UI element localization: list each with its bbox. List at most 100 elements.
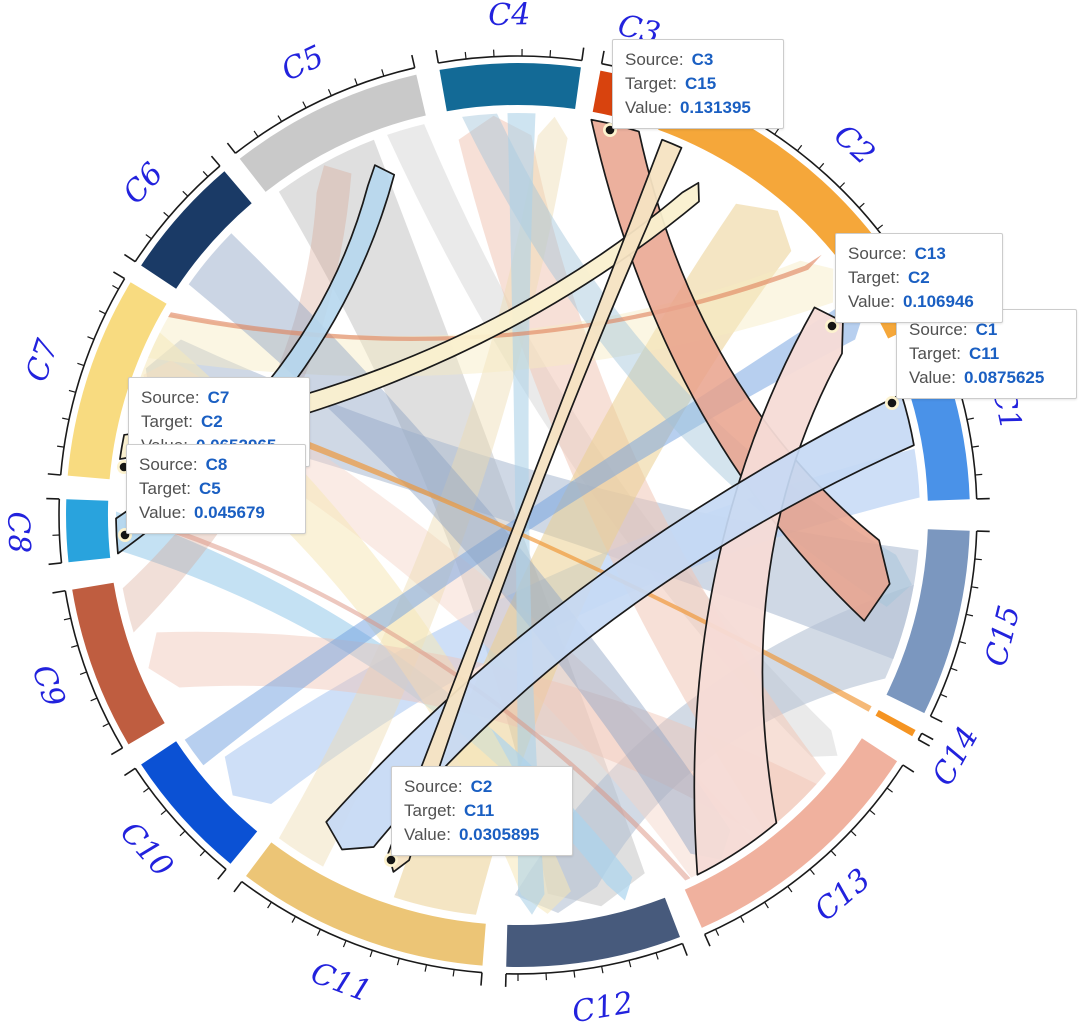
axis-minor-tick — [750, 113, 756, 120]
chord-C13-C9[interactable] — [148, 631, 817, 837]
arc-segment-C4[interactable] — [439, 63, 581, 112]
chord-C9-C5[interactable] — [122, 165, 352, 633]
axis-minor-tick — [839, 182, 846, 189]
chord-C8-C12[interactable] — [115, 511, 633, 901]
axis-minor-tick — [277, 115, 283, 122]
axis-arc-C11 — [241, 880, 483, 974]
arc-segment-C10[interactable] — [141, 741, 258, 864]
axis-minor-tick — [381, 69, 385, 77]
arc-segment-C6[interactable] — [141, 171, 252, 289]
axis-arc-C15 — [929, 530, 978, 717]
axis-minor-tick — [965, 613, 974, 617]
anchor-dot-core — [605, 125, 615, 135]
axis-minor-tick — [143, 787, 150, 793]
axis-end-tick — [655, 64, 661, 78]
arc-segment-C5[interactable] — [239, 74, 426, 192]
axis-minor-tick — [253, 130, 259, 138]
axis-C14 — [917, 732, 934, 747]
chord-C10-C2[interactable] — [184, 308, 864, 766]
axis-end-tick — [930, 715, 943, 723]
axis-minor-tick — [452, 969, 455, 977]
axis-end-tick — [226, 142, 237, 154]
axis-minor-tick — [316, 929, 321, 936]
chord-C11-C4[interactable] — [278, 116, 568, 867]
axis-arc-C10 — [134, 767, 227, 870]
axis-minor-tick — [102, 722, 110, 728]
arc-segment-C3[interactable] — [592, 70, 654, 124]
arc-segment-C7[interactable] — [67, 282, 167, 480]
axis-C8 — [46, 497, 63, 566]
chord-C5-C12[interactable] — [278, 139, 645, 907]
anchor-dot-C7-C2 — [117, 460, 131, 474]
axis-minor-tick — [327, 89, 332, 96]
axis-minor-tick — [951, 362, 959, 367]
chord-C7-C2[interactable] — [148, 260, 834, 377]
axis-C10 — [123, 767, 227, 880]
axis-end-tick — [233, 881, 243, 893]
axis-minor-tick — [909, 271, 916, 276]
axis-minor-tick — [858, 202, 865, 209]
arc-segment-C8[interactable] — [66, 499, 111, 563]
axis-end-tick — [703, 933, 711, 947]
category-label-C5: C5 — [276, 39, 329, 89]
axis-minor-tick — [369, 950, 373, 958]
chord-highlight-C1-C11[interactable] — [325, 393, 915, 851]
axis-end-tick — [411, 54, 416, 68]
axis-minor-tick — [628, 960, 632, 968]
axis-minor-tick — [145, 234, 152, 240]
axis-minor-tick — [179, 830, 186, 837]
axis-minor-tick — [163, 211, 170, 218]
axis-minor-tick — [922, 295, 930, 301]
axis-end-tick — [47, 473, 61, 476]
axis-arc-C5 — [234, 67, 415, 154]
axis-minor-tick — [464, 51, 467, 60]
axis-minor-tick — [267, 901, 272, 909]
arc-segment-C9[interactable] — [72, 582, 165, 745]
arc-segment-C13[interactable] — [684, 738, 898, 928]
axis-minor-tick — [160, 809, 167, 815]
category-label-C14: C14 — [926, 721, 986, 791]
anchor-dot-core — [119, 462, 129, 472]
category-label-C9: C9 — [25, 660, 72, 711]
arc-segment-C11[interactable] — [246, 842, 486, 966]
axis-minor-tick — [112, 285, 119, 290]
axis-C12 — [504, 942, 688, 987]
category-label-C12: C12 — [570, 985, 636, 1029]
axis-arc-C4 — [438, 55, 583, 64]
axis-minor-tick — [876, 224, 884, 230]
axis-end-tick — [123, 767, 136, 777]
axis-minor-tick — [966, 417, 974, 421]
axis-minor-tick — [975, 473, 983, 476]
anchor-dot-core — [386, 855, 396, 865]
anchor-dot-C8-C5 — [118, 528, 132, 542]
arc-segment-C12[interactable] — [506, 897, 680, 967]
axis-end-tick — [921, 732, 934, 741]
axis-C15 — [929, 530, 990, 723]
anchor-dot-C1-C11 — [885, 396, 899, 410]
anchor-dot-C2-C11 — [384, 853, 398, 867]
axis-minor-tick — [342, 940, 347, 948]
arc-segment-C15[interactable] — [886, 529, 970, 714]
axis-ticks-layer — [46, 47, 990, 987]
axis-end-tick — [123, 253, 136, 263]
axis-end-tick — [435, 50, 440, 64]
anchor-dot-core — [120, 530, 130, 540]
category-label-C10: C10 — [113, 815, 180, 884]
arc-segment-C14[interactable] — [875, 710, 916, 737]
axis-minor-tick — [396, 958, 400, 966]
axis-minor-tick — [63, 617, 71, 621]
category-label-C15: C15 — [979, 602, 1028, 670]
axis-minor-tick — [715, 929, 720, 936]
axis-arc-C8 — [58, 498, 63, 564]
category-label-C1: C1 — [985, 385, 1028, 433]
category-label-C13: C13 — [808, 862, 877, 928]
category-label-C4: C4 — [488, 0, 531, 33]
axis-C11 — [233, 880, 483, 986]
chord-highlight-C13-C2[interactable] — [693, 306, 844, 876]
axis-minor-tick — [725, 99, 731, 107]
axis-minor-tick — [700, 87, 705, 95]
axis-arc-C13 — [704, 764, 904, 936]
category-label-C7: C7 — [19, 334, 66, 386]
axis-minor-tick — [573, 970, 576, 978]
